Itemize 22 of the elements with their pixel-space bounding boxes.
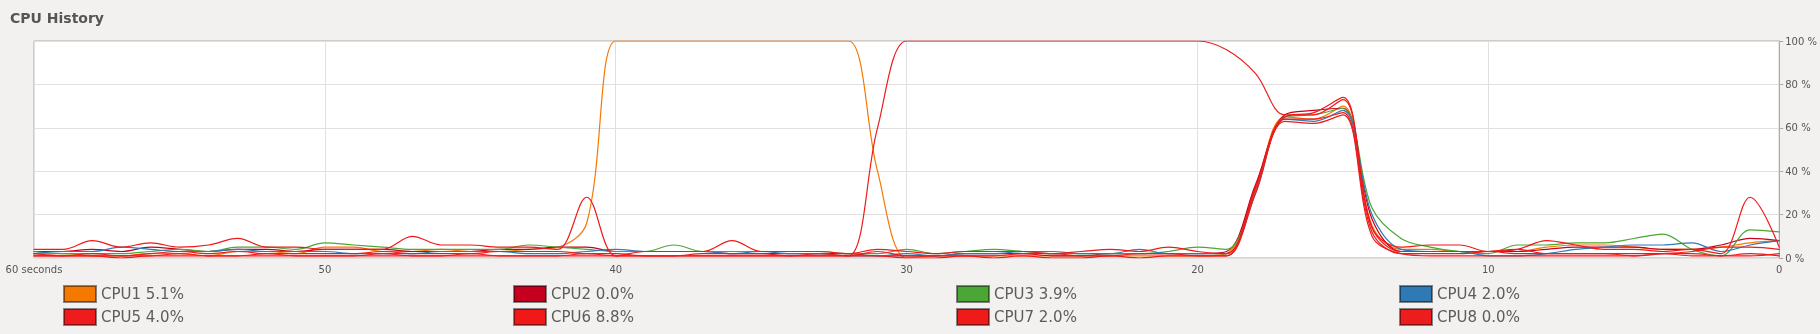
x-tick-label: 30 [900, 263, 913, 275]
legend-label: CPU6 8.8% [551, 308, 634, 326]
y-tick-label: 40 % [1785, 165, 1811, 177]
y-tick-label: 0 % [1785, 252, 1805, 264]
y-tick-label: 20 % [1785, 209, 1811, 221]
legend-label: CPU7 2.0% [994, 308, 1077, 326]
legend-label: CPU2 0.0% [551, 285, 634, 303]
y-tick-label: 80 % [1785, 78, 1811, 90]
chart-title: CPU History [10, 10, 104, 26]
legend-label: CPU1 5.1% [101, 285, 184, 303]
x-tick-label: 10 [1481, 263, 1495, 275]
legend-label: CPU5 4.0% [101, 308, 184, 326]
legend-label: CPU8 0.0% [1437, 308, 1520, 326]
legend-label: CPU4 2.0% [1437, 285, 1520, 303]
y-tick-label: 60 % [1785, 122, 1811, 134]
legend-label: CPU3 3.9% [994, 285, 1077, 303]
x-tick-label: 50 [318, 263, 332, 275]
y-tick-label: 100 % [1785, 35, 1818, 47]
x-tick-label: 40 [609, 263, 623, 275]
x-tick-label: 0 [1776, 263, 1783, 275]
x-tick-label: 20 [1191, 263, 1204, 275]
x-tick-label: 60 seconds [5, 263, 63, 275]
